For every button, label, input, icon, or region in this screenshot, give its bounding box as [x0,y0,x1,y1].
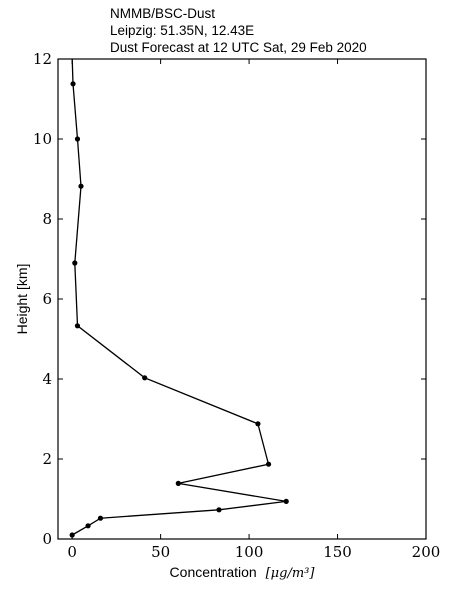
data-point [74,323,81,329]
title-line-location: Leipzig: 51.35N, 12.43E [110,23,255,38]
series-line [71,58,287,536]
y-tick-label: 2 [42,450,52,468]
x-tick-label: 100 [235,543,264,561]
data-point [216,507,222,513]
data-point [74,136,81,142]
x-tick-label: 200 [412,543,441,561]
x-axis-label-text: Concentration [170,564,257,580]
data-point [283,498,289,504]
x-tick-label: 0 [67,543,77,561]
data-point [265,461,272,467]
x-axis-label-unit: [μg/m³] [266,566,316,581]
x-tick-label: 150 [323,543,352,561]
x-tick-label: 50 [151,543,170,561]
data-point [142,375,148,381]
data-point [78,183,84,189]
data-point [97,515,104,521]
chart-title: NMMB/BSC-Dust Leipzig: 51.35N, 12.43E Du… [110,5,367,56]
ticks-layer: 0 50 100 150 200 0 2 4 6 8 10 12 [33,50,440,561]
y-tick-label: 8 [42,210,52,228]
y-tick-label: 0 [42,530,52,548]
y-axis-label: Height [km] [14,264,30,335]
y-tick-label: 12 [33,50,52,68]
title-line-forecast: Dust Forecast at 12 UTC Sat, 29 Feb 2020 [110,40,367,55]
data-point [175,480,181,486]
y-tick-label: 4 [42,370,52,388]
series-layer [69,58,289,538]
plot-frame [57,58,427,540]
data-point [70,81,76,87]
x-axis-label: Concentration [μg/m³] [170,564,316,581]
data-point [72,260,78,266]
data-point [85,523,91,529]
y-tick-label: 6 [42,290,52,308]
y-tick-label: 10 [33,130,52,148]
data-point [255,421,261,427]
title-line-model: NMMB/BSC-Dust [110,6,216,21]
data-point [69,532,75,538]
